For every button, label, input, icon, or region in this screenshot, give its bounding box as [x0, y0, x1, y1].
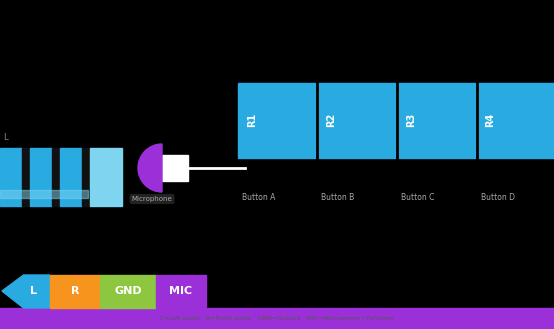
Bar [238, 83, 554, 158]
Bar [52, 148, 60, 206]
Bar [50, 275, 100, 308]
Text: L: L [3, 133, 8, 142]
Bar [60, 148, 82, 206]
Bar [82, 148, 90, 206]
Text: R3: R3 [406, 113, 416, 127]
Text: R: R [71, 286, 79, 296]
Text: R1: R1 [247, 113, 257, 127]
Text: Button B: Button B [321, 192, 354, 201]
Bar [90, 148, 122, 206]
Bar [238, 186, 317, 208]
Bar [0, 148, 22, 206]
Bar [162, 155, 188, 181]
Bar [100, 275, 156, 308]
Bar [0, 190, 88, 198]
Text: R2: R2 [326, 113, 336, 127]
Bar [317, 186, 396, 208]
Text: Button D: Button D [481, 192, 515, 201]
Text: Microphone: Microphone [132, 196, 172, 202]
Text: Button C: Button C [401, 192, 434, 201]
Bar [397, 186, 476, 208]
Text: GND: GND [114, 286, 142, 296]
Bar [477, 186, 554, 208]
Text: L=Left audio   R=Right audio   GND=Ground   MIC=Microphone / Function: L=Left audio R=Right audio GND=Ground MI… [161, 316, 393, 321]
Bar [22, 148, 30, 206]
Wedge shape [138, 144, 162, 192]
Bar [30, 148, 52, 206]
Text: L: L [30, 286, 37, 296]
Bar [0, 308, 554, 329]
Bar [156, 275, 206, 308]
Text: MIC: MIC [170, 286, 193, 296]
Text: R4: R4 [485, 113, 495, 127]
Polygon shape [2, 275, 50, 308]
Text: Button A: Button A [242, 192, 275, 201]
